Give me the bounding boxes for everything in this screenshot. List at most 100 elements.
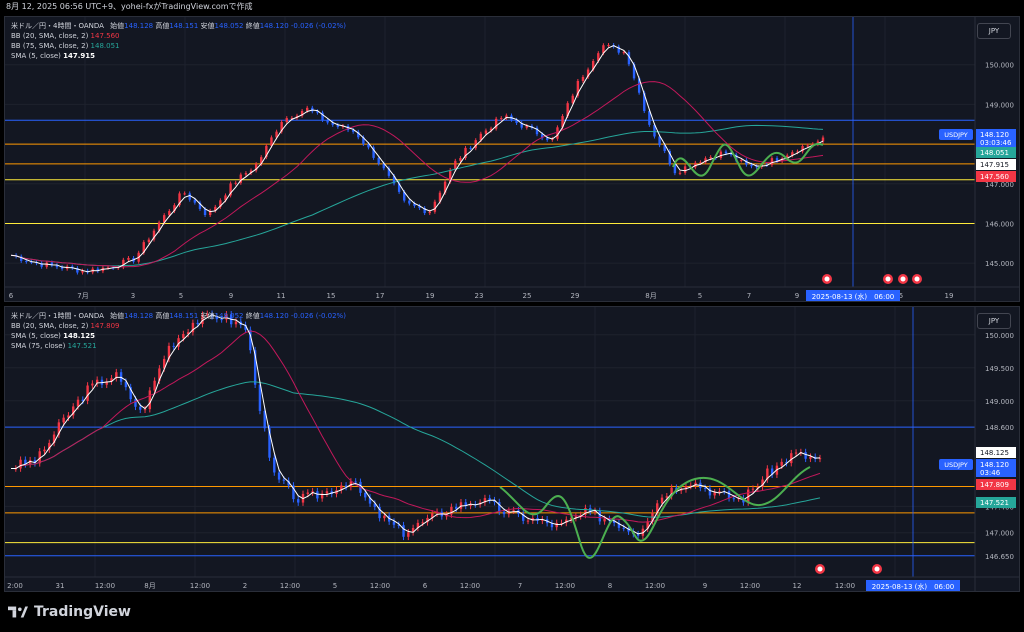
candle-body — [30, 261, 33, 263]
candle-body — [512, 510, 515, 512]
ohlc-low-value: 148.052 — [214, 312, 244, 320]
candle-body — [770, 158, 774, 165]
ohlc-change: -0.026 (-0.02%) — [290, 312, 346, 320]
candle-body — [766, 468, 769, 480]
candle-body — [336, 124, 340, 127]
candle-body — [751, 488, 755, 490]
candle-body — [775, 158, 779, 162]
chart-legend-1h: 米ドル／円・1時間・OANDA 始値148.128 高値148.151 安値14… — [11, 311, 346, 351]
candle-body — [403, 191, 406, 201]
candle-body — [761, 479, 764, 487]
chart-canvas-1h[interactable]: 150.000149.500149.000148.600147.400147.0… — [5, 307, 1020, 592]
candle-body — [821, 137, 825, 142]
candle-body — [320, 493, 324, 499]
candle-body — [617, 46, 620, 53]
candle-body — [397, 183, 401, 192]
candle-body — [316, 491, 319, 499]
price-axis-label: 147.000 — [985, 181, 1014, 189]
candle-body — [368, 497, 372, 504]
candle-body — [244, 173, 248, 175]
candle-body — [801, 146, 804, 152]
indicator-value: 147.915 — [63, 52, 96, 60]
candle-body — [57, 422, 61, 435]
symbol-title[interactable]: 米ドル／円・1時間・OANDA — [11, 312, 104, 320]
candle-body — [632, 64, 636, 79]
candle-body — [191, 322, 195, 333]
indicator-sma5[interactable]: SMA (5, close) 148.125 — [11, 331, 346, 341]
candle-body — [172, 345, 175, 347]
currency-button[interactable]: JPY — [977, 23, 1011, 39]
indicator-value: 147.809 — [90, 322, 120, 330]
candle-body — [96, 268, 100, 272]
chart-canvas-4h[interactable]: 150.000149.000148.000147.000146.000145.0… — [5, 17, 1020, 302]
candle-body — [464, 502, 467, 506]
price-tag-value: 147.521 — [980, 499, 1009, 507]
sma5-line — [10, 314, 821, 535]
candle-body — [637, 78, 641, 93]
candle-body — [362, 137, 365, 145]
candle-body — [86, 385, 89, 401]
candle-body — [576, 80, 580, 96]
candle-body — [643, 92, 646, 112]
candle-body — [581, 76, 585, 81]
candle-body — [670, 487, 673, 497]
candle-body — [546, 138, 549, 140]
candle-body — [617, 522, 621, 528]
indicator-bb20[interactable]: BB (20, SMA, close, 2) 147.809 — [11, 321, 346, 331]
candle-body — [297, 499, 300, 503]
candle-body — [76, 268, 79, 273]
chart-panel-1h[interactable]: 150.000149.500149.000148.600147.400147.0… — [4, 306, 1020, 592]
candle-body — [673, 164, 677, 174]
candle-body — [300, 110, 304, 116]
symbol-tag — [939, 129, 973, 140]
candle-body — [818, 458, 822, 460]
candle-body — [402, 525, 405, 537]
candle-body — [526, 520, 530, 522]
indicator-sma5[interactable]: SMA (5, close) 147.915 — [11, 51, 346, 61]
price-tag-value: 147.915 — [980, 161, 1009, 169]
candle-body — [454, 506, 458, 509]
candle-body — [804, 452, 807, 459]
candle-body — [622, 52, 626, 54]
candle-body — [287, 480, 290, 486]
economic-event-flag-icon — [817, 566, 823, 572]
time-axis-label: 9 — [703, 582, 707, 590]
currency-button[interactable]: JPY — [977, 313, 1011, 329]
crosshair-time-tag — [866, 580, 960, 591]
time-axis-label: 8 — [608, 582, 612, 590]
candle-body — [709, 157, 712, 159]
candle-body — [122, 259, 125, 268]
time-axis-label: 2:00 — [7, 582, 23, 590]
candle-body — [502, 511, 506, 515]
candle-body — [168, 211, 171, 216]
candle-body — [607, 45, 610, 47]
candle-body — [178, 193, 181, 206]
indicator-label: BB (20, SMA, close, 2) — [11, 322, 89, 330]
indicator-bb20[interactable]: BB (20, SMA, close, 2) 147.560 — [11, 31, 346, 41]
ohlc-high-label: 高値 — [155, 22, 170, 30]
chart-panel-4h[interactable]: 150.000149.000148.000147.000146.000145.0… — [4, 16, 1020, 302]
price-axis-label: 148.600 — [985, 424, 1014, 432]
symbol-title[interactable]: 米ドル／円・4時間・OANDA — [11, 22, 104, 30]
candle-body — [81, 270, 84, 273]
indicator-bb75[interactable]: BB (75, SMA, close, 2) 148.051 — [11, 41, 346, 51]
candle-body — [306, 492, 309, 494]
price-axis-label: 145.000 — [985, 260, 1014, 268]
symbol-ohlc-row: 米ドル／円・4時間・OANDA 始値148.128 高値148.151 安値14… — [11, 21, 346, 31]
candle-body — [354, 481, 357, 483]
candle-body — [139, 406, 142, 410]
candle-body — [219, 200, 222, 207]
candle-body — [694, 482, 697, 486]
time-axis-label: 5 — [179, 292, 183, 300]
candle-body — [416, 522, 420, 528]
candle-body — [153, 380, 156, 391]
candle-body — [40, 263, 43, 267]
candle-body — [43, 449, 46, 452]
indicator-sma75[interactable]: SMA (75, close) 147.521 — [11, 341, 346, 351]
candle-body — [565, 519, 568, 523]
candle-body — [407, 532, 410, 537]
tradingview-logo[interactable]: TradingView — [8, 604, 131, 620]
time-axis-label: 15 — [327, 292, 336, 300]
candle-body — [678, 172, 682, 174]
candle-body — [182, 334, 185, 339]
